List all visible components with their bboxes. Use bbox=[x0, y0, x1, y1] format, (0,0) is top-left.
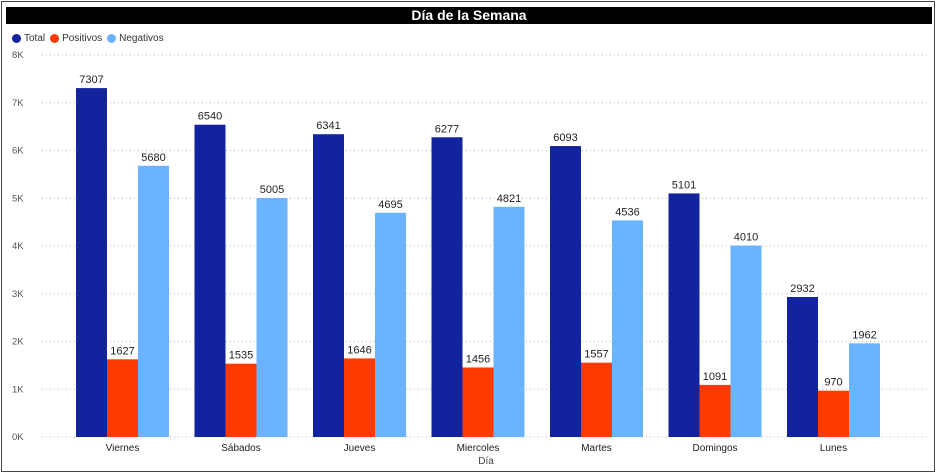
data-label: 1535 bbox=[229, 350, 253, 362]
bar-negativos bbox=[375, 212, 406, 437]
bar-total bbox=[431, 137, 463, 437]
bar-positivos bbox=[699, 384, 731, 437]
bar-positivos bbox=[344, 358, 375, 437]
x-tick-label: Miercoles bbox=[457, 443, 500, 454]
data-label: 4821 bbox=[497, 193, 521, 205]
x-tick-label: Lunes bbox=[820, 443, 847, 454]
bar-total bbox=[76, 88, 107, 437]
bar-total bbox=[194, 124, 226, 437]
y-tick-label: 3K bbox=[12, 289, 24, 300]
data-label: 1627 bbox=[110, 345, 134, 357]
y-tick-label: 8K bbox=[12, 50, 24, 61]
bar-positivos bbox=[107, 359, 138, 437]
data-label: 1557 bbox=[584, 349, 608, 361]
bar-positivos bbox=[818, 390, 849, 437]
bar-total bbox=[787, 296, 818, 437]
bar-positivos bbox=[462, 367, 494, 437]
legend-label-total: Total bbox=[24, 32, 46, 44]
x-axis-title: Día bbox=[478, 456, 494, 467]
data-label: 6540 bbox=[198, 111, 222, 123]
legend-item-negativos[interactable]: Negativos bbox=[107, 32, 164, 44]
x-tick-label: Martes bbox=[581, 443, 612, 454]
bar-negativos bbox=[612, 220, 643, 437]
bar-positivos bbox=[581, 362, 612, 437]
y-tick-label: 2K bbox=[12, 337, 24, 348]
y-tick-label: 5K bbox=[12, 193, 24, 204]
data-label: 2932 bbox=[790, 283, 814, 295]
x-tick-label: Jueves bbox=[344, 443, 376, 454]
data-label: 1962 bbox=[852, 329, 876, 341]
legend-marker-negativos bbox=[107, 33, 117, 43]
chart-title: Día de la Semana bbox=[6, 7, 932, 24]
data-label: 4536 bbox=[615, 206, 639, 218]
y-tick-label: 1K bbox=[12, 384, 24, 395]
data-label: 6341 bbox=[316, 120, 340, 132]
bar-total bbox=[668, 193, 700, 437]
legend-marker-positivos bbox=[50, 33, 60, 43]
legend: Total Positivos Negativos bbox=[12, 31, 169, 45]
y-tick-label: 4K bbox=[12, 241, 24, 252]
data-label: 1646 bbox=[347, 344, 371, 356]
data-label: 6093 bbox=[553, 132, 577, 144]
x-tick-label: Domingos bbox=[692, 443, 737, 454]
data-label: 5680 bbox=[141, 152, 165, 164]
bar-total bbox=[550, 146, 581, 437]
x-tick-label: Sábados bbox=[221, 443, 260, 454]
legend-label-negativos: Negativos bbox=[119, 32, 164, 44]
y-tick-label: 6K bbox=[12, 146, 24, 157]
bar-negativos bbox=[138, 165, 169, 437]
data-label: 4695 bbox=[378, 199, 402, 211]
legend-marker-total bbox=[12, 33, 21, 43]
bar-negativos bbox=[730, 245, 762, 437]
legend-label-positivos: Positivos bbox=[62, 32, 103, 44]
data-label: 6277 bbox=[435, 123, 459, 135]
bar-positivos bbox=[225, 363, 257, 437]
data-label: 1456 bbox=[466, 353, 490, 365]
legend-item-total[interactable]: Total bbox=[12, 33, 45, 44]
y-tick-label: 0K bbox=[12, 432, 24, 443]
bar-negativos bbox=[256, 198, 288, 437]
data-label: 970 bbox=[824, 377, 842, 389]
y-tick-label: 7K bbox=[12, 98, 24, 109]
data-label: 5101 bbox=[672, 179, 696, 191]
bar-negativos bbox=[849, 343, 880, 437]
bar-total bbox=[313, 134, 344, 437]
data-label: 5005 bbox=[260, 184, 284, 196]
data-label: 4010 bbox=[734, 232, 758, 244]
data-label: 1091 bbox=[703, 371, 727, 383]
legend-item-positivos[interactable]: Positivos bbox=[50, 33, 102, 44]
x-tick-label: Viernes bbox=[106, 443, 140, 454]
bar-negativos bbox=[493, 206, 525, 437]
data-label: 7307 bbox=[79, 74, 103, 86]
